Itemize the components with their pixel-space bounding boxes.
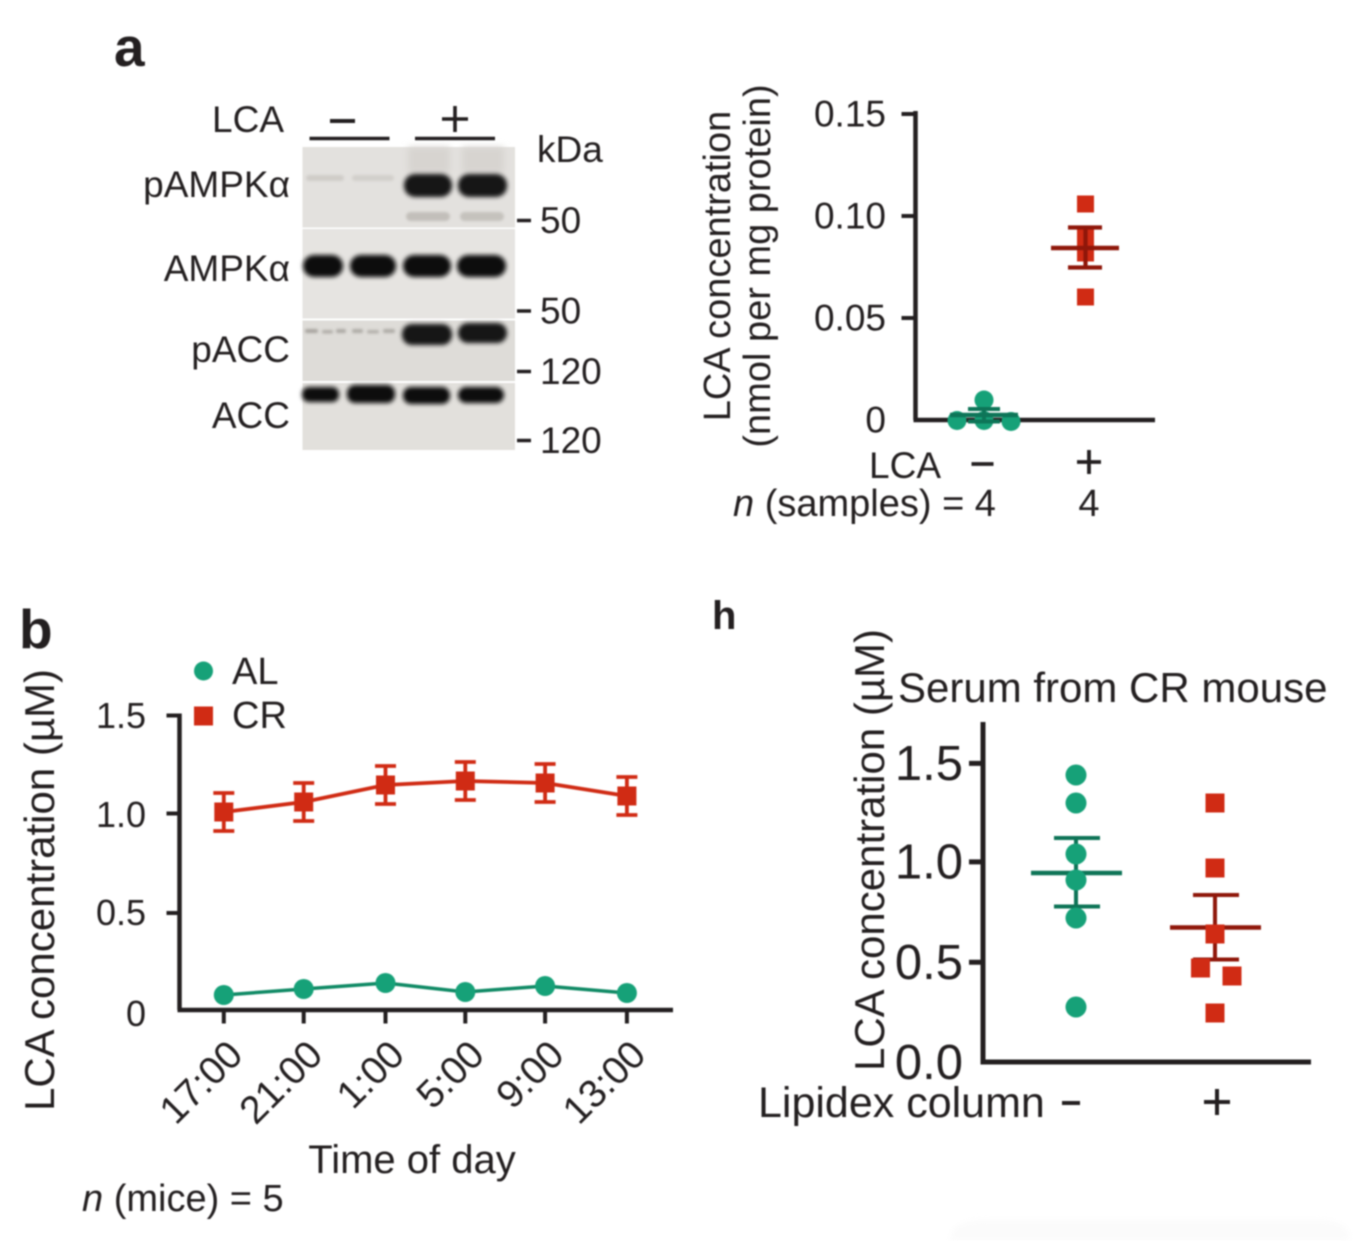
svg-text:120: 120 — [540, 420, 602, 461]
svg-text:ACC: ACC — [212, 395, 290, 436]
svg-text:0.15: 0.15 — [814, 94, 886, 135]
svg-text:1.5: 1.5 — [895, 737, 963, 791]
svg-text:pACC: pACC — [191, 329, 290, 370]
svg-text:Time of day: Time of day — [308, 1138, 515, 1182]
svg-text:AL: AL — [232, 651, 278, 693]
svg-text:LCA concentration(nmol per mg: LCA concentration(nmol per mg protein) — [697, 84, 779, 447]
svg-text:a: a — [114, 16, 145, 78]
svg-text:5:00: 5:00 — [409, 1033, 493, 1117]
svg-text:CR: CR — [232, 695, 287, 737]
svg-text:50: 50 — [540, 291, 581, 332]
svg-text:kDa: kDa — [537, 129, 603, 170]
svg-text:50: 50 — [540, 200, 581, 241]
svg-text:LCA concentration (µM): LCA concentration (µM) — [16, 669, 63, 1111]
svg-text:LCA: LCA — [869, 445, 941, 486]
svg-text:n (samples) = 4: n (samples) = 4 — [733, 483, 996, 525]
svg-text:Lipidex column: Lipidex column — [758, 1079, 1045, 1127]
svg-text:120: 120 — [540, 351, 602, 392]
svg-text:0.5: 0.5 — [895, 936, 963, 990]
svg-text:Serum from CR mouse: Serum from CR mouse — [898, 664, 1327, 711]
svg-text:LCA concentration (µM): LCA concentration (µM) — [846, 629, 893, 1071]
svg-text:h: h — [712, 594, 736, 638]
svg-text:0.0: 0.0 — [895, 1036, 963, 1090]
svg-text:0.5: 0.5 — [96, 892, 146, 933]
svg-text:b: b — [19, 598, 53, 660]
svg-text:1.0: 1.0 — [96, 794, 146, 835]
svg-text:1:00: 1:00 — [329, 1033, 413, 1117]
svg-text:0: 0 — [865, 400, 886, 441]
svg-text:pAMPKα: pAMPKα — [143, 164, 290, 205]
svg-text:13:00: 13:00 — [555, 1033, 654, 1132]
svg-text:1.0: 1.0 — [895, 836, 963, 890]
svg-text:0.05: 0.05 — [814, 298, 886, 339]
svg-text:21:00: 21:00 — [232, 1033, 331, 1132]
svg-text:0.10: 0.10 — [814, 196, 886, 237]
svg-text:n (mice) = 5: n (mice) = 5 — [82, 1178, 284, 1220]
svg-text:17:00: 17:00 — [152, 1033, 251, 1132]
svg-text:1.5: 1.5 — [96, 695, 146, 736]
svg-text:4: 4 — [1078, 483, 1099, 525]
svg-text:LCA: LCA — [212, 99, 284, 140]
svg-text:0: 0 — [126, 993, 146, 1034]
svg-text:AMPKα: AMPKα — [164, 248, 290, 289]
